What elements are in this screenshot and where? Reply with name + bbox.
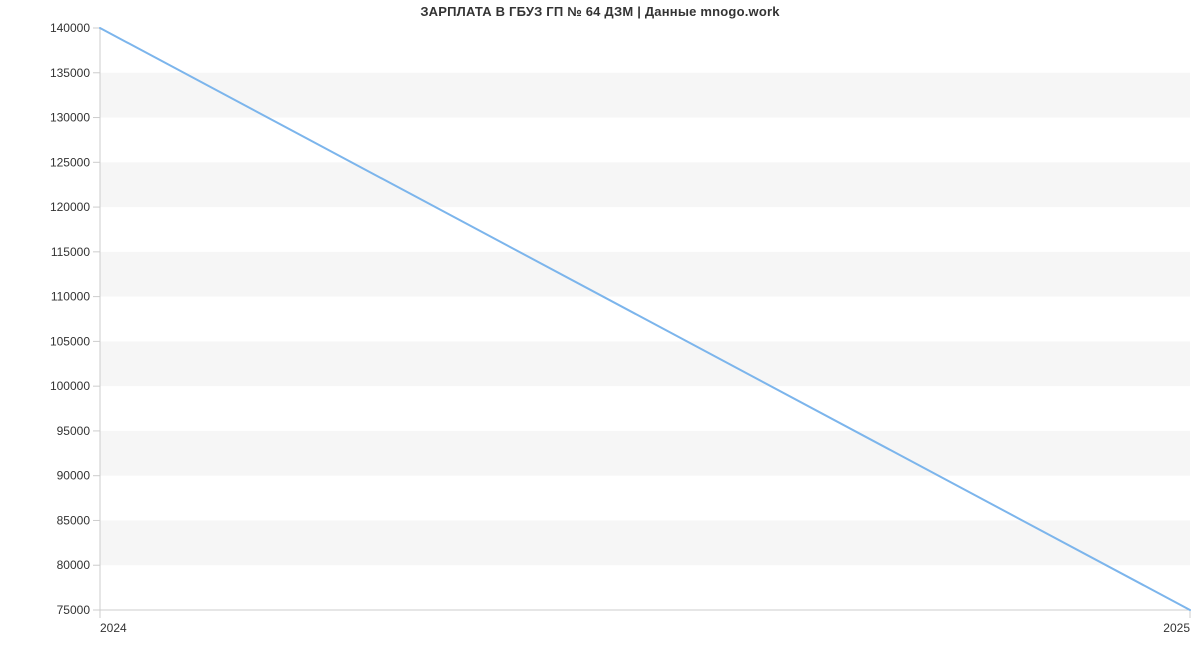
svg-text:80000: 80000	[57, 558, 91, 572]
svg-text:75000: 75000	[57, 603, 91, 617]
svg-text:135000: 135000	[50, 66, 90, 80]
svg-text:110000: 110000	[51, 290, 90, 304]
svg-text:2024: 2024	[100, 621, 127, 635]
svg-text:140000: 140000	[50, 21, 90, 35]
svg-text:120000: 120000	[50, 200, 90, 214]
svg-text:95000: 95000	[57, 424, 91, 438]
svg-text:125000: 125000	[50, 155, 90, 169]
svg-text:2025: 2025	[1163, 621, 1190, 635]
svg-text:115000: 115000	[51, 245, 90, 259]
svg-text:85000: 85000	[57, 513, 91, 527]
svg-text:90000: 90000	[57, 469, 91, 483]
salary-chart: ЗАРПЛАТА В ГБУЗ ГП № 64 ДЗМ | Данные mno…	[0, 0, 1200, 650]
chart-svg: 75000 80000 85000 90000 95000 100000 105000 110…	[0, 0, 1200, 650]
svg-text:130000: 130000	[50, 111, 90, 125]
chart-title: ЗАРПЛАТА В ГБУЗ ГП № 64 ДЗМ | Данные mno…	[0, 4, 1200, 19]
svg-text:105000: 105000	[50, 334, 90, 348]
svg-text:100000: 100000	[50, 379, 90, 393]
